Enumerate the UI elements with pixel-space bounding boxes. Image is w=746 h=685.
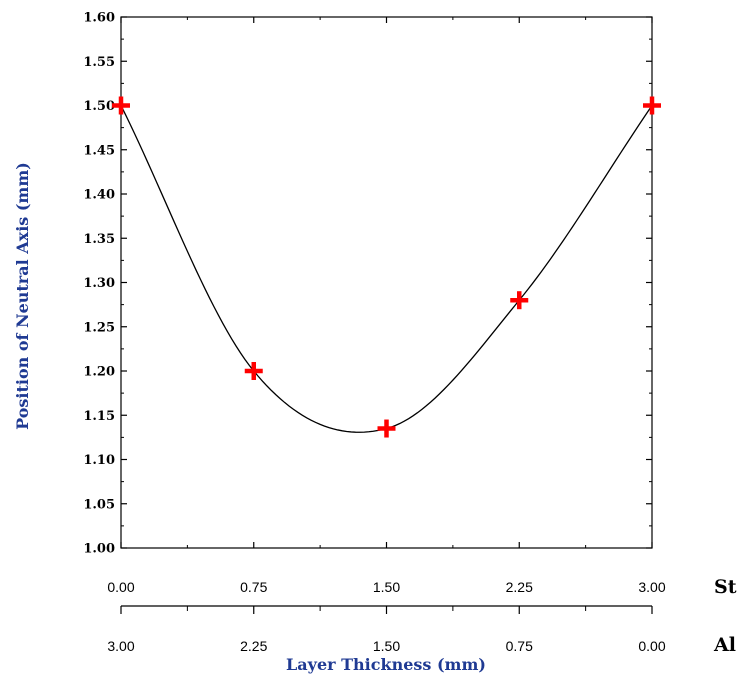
data-point	[643, 96, 661, 115]
data-point	[510, 291, 529, 310]
data-markers	[112, 96, 661, 438]
x-axis-al: 3.00 2.25 1.50 0.75 0.00	[107, 605, 666, 654]
data-point	[377, 419, 396, 438]
y-tick-label: 1.05	[83, 497, 115, 512]
fitted-curve	[120, 105, 653, 433]
y-tick-label: 1.20	[83, 365, 115, 380]
al-tick-label: 1.50	[373, 638, 400, 654]
x-axis-al-label: Al	[713, 634, 736, 656]
st-tick-label: 1.50	[373, 579, 400, 595]
y-tick-label: 1.55	[83, 55, 115, 70]
y-axis: 1.00 1.05 1.10 1.15 1.20 1.25 1.30 1.35 1.40 1.45…	[83, 11, 652, 557]
al-tick-label: 0.75	[506, 638, 533, 654]
y-tick-label: 1.60	[83, 11, 115, 26]
x-axis-st: 0.00 0.75 1.50 2.25 3.00	[107, 17, 666, 595]
y-tick-label: 1.00	[83, 542, 115, 557]
y-tick-label: 1.45	[83, 143, 115, 158]
st-tick-label: 0.75	[240, 579, 267, 595]
y-tick-label: 1.15	[83, 409, 115, 424]
curve-path	[120, 105, 653, 433]
data-point	[244, 362, 263, 380]
y-tick-label: 1.40	[83, 188, 115, 203]
data-point	[112, 96, 130, 115]
st-tick-label: 2.25	[506, 579, 533, 595]
al-tick-label: 2.25	[240, 638, 267, 654]
y-axis-title: Position of Neutral Axis (mm)	[13, 162, 32, 430]
x-axis-title: Layer Thickness (mm)	[286, 655, 486, 674]
plot-border	[120, 16, 653, 549]
al-tick-label: 0.00	[638, 638, 665, 654]
al-tick-label: 3.00	[107, 638, 134, 654]
y-tick-label: 1.35	[83, 232, 115, 247]
st-tick-label: 0.00	[107, 579, 134, 595]
y-tick-label: 1.30	[83, 276, 115, 291]
x-axis-st-label: St	[714, 576, 737, 598]
y-tick-label: 1.50	[83, 99, 115, 114]
y-tick-label: 1.10	[83, 453, 115, 468]
plot-area	[120, 16, 653, 549]
y-tick-label: 1.25	[83, 320, 115, 335]
st-tick-label: 3.00	[638, 579, 665, 595]
